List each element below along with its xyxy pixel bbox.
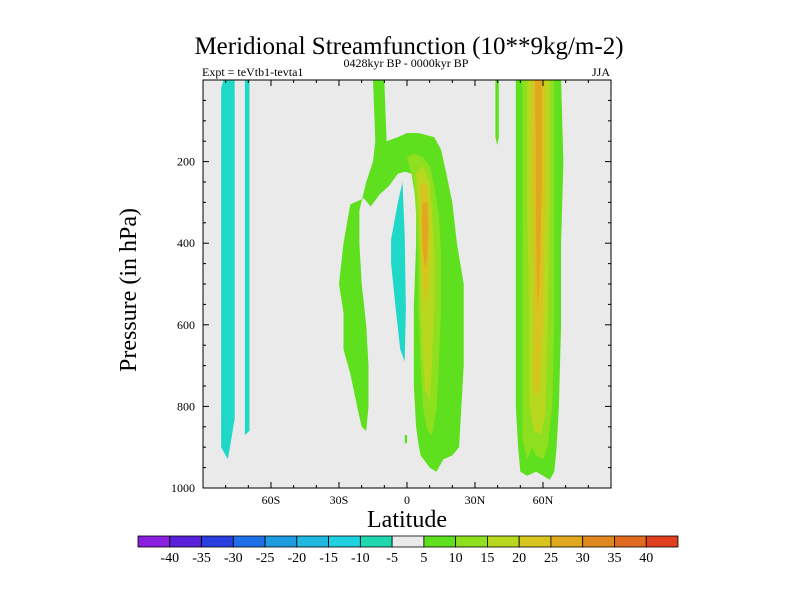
colorbar-box [201,535,234,548]
contour-pos-nh-25 [535,80,542,309]
colorbar-label: -35 [192,551,211,566]
x-tick-label: 60N [533,493,554,507]
colorbar-box [169,535,202,548]
colorbar-box [487,535,520,548]
y-axis: 200 400 600 800 1000 [171,79,611,495]
y-tick-label: 800 [177,399,195,413]
colorbar-label: 30 [576,551,590,566]
colorbar-label: 20 [512,551,526,566]
x-axis-label: Latitude [367,507,447,533]
y-axis-label: Pressure (in hPa) [116,208,142,372]
colorbar-label: -30 [224,551,243,566]
colorbar-label: -40 [160,551,179,566]
colorbar-box [137,535,171,548]
colorbar-label: 40 [639,551,653,566]
colorbar-box [582,535,615,548]
colorbar-box [550,535,584,548]
contour-neg-band-70S [244,80,250,435]
colorbar-label: 15 [480,551,494,566]
x-tick-label: 0 [404,493,410,507]
colorbar-label: 35 [607,551,621,566]
y-tick-label: 400 [177,236,195,250]
x-tick-label: 60S [262,493,281,507]
contour-pos-nh-small [495,80,499,146]
colorbar-box [423,535,457,548]
colorbar-label: -5 [386,551,398,566]
colorbar-box [296,535,329,548]
colorbar-label: 5 [420,551,427,566]
center-string: 0428kyr BP - 0000kyr BP [344,56,469,70]
contour-pos-sh-small [404,435,407,444]
y-tick-label: 1000 [171,481,195,495]
right-string: JJA [592,65,610,79]
colorbar-label: -25 [256,551,275,566]
contour-neg-band-80S [221,80,235,460]
colorbar-label: -20 [287,551,306,566]
colorbar-box [391,535,425,548]
colorbar-label: 10 [449,551,463,566]
colorbar-label: 25 [544,551,558,566]
colorbar: -40 -35 -30 -25 -20 -15 -10 -5 5 10 15 20 25 30 35 40 [137,535,679,566]
colorbar-box [264,535,298,548]
contour-pos-main-25 [421,202,429,268]
colorbar-box [359,535,393,548]
x-tick-label: 30S [330,493,349,507]
left-string: Expt = teVtb1-tevta1 [202,65,303,79]
y-tick-label: 600 [177,318,195,332]
x-axis: 60S 30S 0 30N 60N [202,80,612,507]
colorbar-box [455,535,488,548]
colorbar-box [645,535,679,548]
colorbar-box [328,535,361,548]
x-tick-label: 30N [465,493,486,507]
colorbar-box [614,535,647,548]
chart-title: Meridional Streamfunction (10**9kg/m-2) [194,33,623,60]
y-tick-label: 200 [177,155,195,169]
colorbar-box [232,535,266,548]
colorbar-label: -15 [319,551,338,566]
colorbar-label: -10 [351,551,370,566]
contour-regions [221,80,564,480]
colorbar-box [518,535,552,548]
contour-neg-core-5S [391,182,406,362]
